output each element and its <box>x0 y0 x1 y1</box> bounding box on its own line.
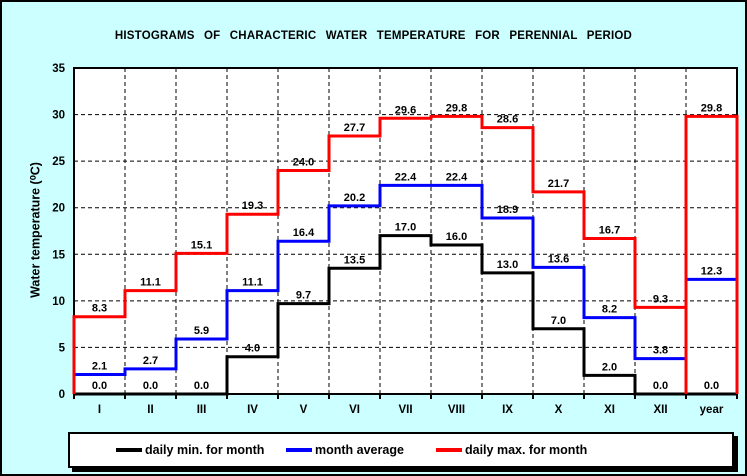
y-axis-tick-label: 10 <box>52 296 65 308</box>
value-label: 0.0 <box>92 380 107 392</box>
value-label: 4.0 <box>245 343 260 355</box>
legend-label-month-average: month average <box>315 443 404 457</box>
value-label: 5.9 <box>194 325 209 337</box>
y-axis-tick-label: 15 <box>52 249 65 261</box>
value-label: 21.7 <box>548 178 569 190</box>
value-label: 12.3 <box>701 265 722 277</box>
value-label: 22.4 <box>446 171 468 183</box>
value-label: 0.0 <box>194 380 209 392</box>
value-label: 13.0 <box>497 259 518 271</box>
value-label: 11.1 <box>242 277 263 289</box>
x-axis-label: I <box>98 404 101 416</box>
x-axis-label: XII <box>653 404 667 416</box>
month-average-line-swatch <box>286 448 312 452</box>
daily-max-line-swatch <box>436 448 462 452</box>
value-label: 13.5 <box>344 254 365 266</box>
x-axis-label: VI <box>349 404 360 416</box>
legend-box: daily min. for month month average daily… <box>68 432 734 468</box>
value-label: 24.0 <box>293 156 314 168</box>
value-label: 16.7 <box>599 224 620 236</box>
daily-max-series-line <box>72 114 686 394</box>
x-axis-label: XI <box>604 404 615 416</box>
x-axis-label: II <box>147 404 153 416</box>
value-label: 13.6 <box>548 253 569 265</box>
value-label: 27.7 <box>344 122 365 134</box>
x-axis-label: year <box>700 404 724 416</box>
value-label: 19.3 <box>242 200 263 212</box>
y-axis-tick-label: 25 <box>52 156 65 168</box>
x-axis-label: V <box>300 404 308 416</box>
value-label: 0.0 <box>704 380 719 392</box>
y-axis-tick-label: 30 <box>52 110 65 122</box>
value-label: 18.9 <box>497 204 518 216</box>
daily-min-series-line <box>74 234 686 396</box>
legend-item-daily-max: daily max. for month <box>436 434 587 466</box>
chart-canvas: I II III IV V VI VII VIII IX X XI XII year0510152025… <box>52 63 739 416</box>
x-axis-label: X <box>555 404 563 416</box>
y-axis-tick-label: 35 <box>52 63 65 75</box>
y-axis-title: Water temperature (⁰C) <box>28 162 43 298</box>
x-axis-label: III <box>197 404 207 416</box>
value-label: 16.4 <box>293 227 315 239</box>
y-axis-tick-label: 5 <box>59 342 66 354</box>
value-label: 9.3 <box>653 293 668 305</box>
y-axis-tick-label: 20 <box>52 203 65 215</box>
value-label: 0.0 <box>143 380 158 392</box>
value-label: 15.1 <box>191 239 212 251</box>
value-label: 0.0 <box>653 380 668 392</box>
legend-label-daily-max: daily max. for month <box>465 443 588 457</box>
value-label: 11.1 <box>140 277 161 289</box>
value-label: 9.7 <box>296 290 311 302</box>
value-label: 8.3 <box>92 303 107 315</box>
value-label: 16.0 <box>446 231 467 243</box>
legend-label-daily-min: daily min. for month <box>145 443 265 457</box>
value-label: 20.2 <box>344 192 365 204</box>
value-label: 8.2 <box>602 304 617 316</box>
value-label: 28.6 <box>497 114 518 126</box>
value-label: 29.8 <box>446 102 467 114</box>
x-axis-label: IX <box>502 404 513 416</box>
value-label: 7.0 <box>551 315 566 327</box>
y-axis-tick-label: 0 <box>59 389 65 401</box>
month-average-series-line <box>72 183 686 394</box>
legend-item-daily-min: daily min. for month <box>116 434 264 466</box>
value-label: 3.8 <box>653 345 668 357</box>
chart-title: HISTOGRAMS OF CHARACTERIC WATER TEMPERAT… <box>114 30 633 42</box>
legend-item-month-average: month average <box>286 434 404 466</box>
value-label: 2.1 <box>92 360 107 372</box>
x-axis-label: VII <box>398 404 412 416</box>
value-label: 29.6 <box>395 104 416 116</box>
value-label: 2.0 <box>602 361 617 373</box>
daily-min-line-swatch <box>116 448 142 452</box>
x-axis-label: IV <box>247 404 258 416</box>
value-label: 17.0 <box>395 222 416 234</box>
x-axis-label: VIII <box>448 404 465 416</box>
value-label: 22.4 <box>395 171 417 183</box>
value-label: 2.7 <box>143 355 158 367</box>
daily-max-series-line-year <box>684 114 739 394</box>
plot-area: I II III IV V VI VII VIII IX X XI XII year 0 5 10 15 20 25… <box>52 63 739 416</box>
value-label: 29.8 <box>701 102 722 114</box>
